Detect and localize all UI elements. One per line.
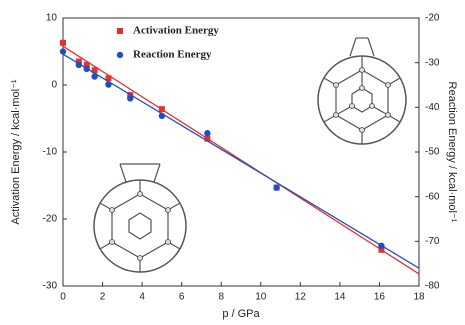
point [105,81,111,87]
x-tick-label: 10 [255,292,267,303]
point [159,113,165,119]
x-tick-label: 12 [295,292,307,303]
x-tick-label: 18 [413,292,425,303]
point [204,130,210,136]
point [127,95,133,101]
fit-line [63,54,419,268]
legend-marker [117,28,123,34]
y2-tick-label: -60 [425,191,440,202]
x-tick-label: 0 [60,292,66,303]
y2-axis-label: Reaction Energy / kcal·mol⁻¹ [446,82,458,223]
point [273,185,279,191]
y2-tick-label: -70 [425,236,440,247]
y2-tick-label: -20 [425,13,440,24]
y2-tick-label: -50 [425,147,440,158]
y2-tick-label: -40 [425,102,440,113]
plot-frame [63,18,419,286]
point [60,40,66,46]
y-tick-label: 10 [46,13,58,24]
point [159,106,165,112]
point [60,48,66,54]
chart: p / GPa Activation Energy / kcal·mol⁻¹ R… [0,0,465,325]
x-tick-label: 14 [334,292,346,303]
fit-line [63,46,419,274]
y2-tick-label: -80 [425,281,440,292]
legend-label: Reaction Energy [133,49,212,61]
x-tick-label: 4 [139,292,145,303]
legend-marker [117,52,123,58]
point [76,62,82,68]
x-tick-label: 2 [100,292,106,303]
y-tick-label: -30 [43,281,58,292]
y-tick-label: 0 [51,80,57,91]
point [91,73,97,79]
x-tick-label: 16 [374,292,386,303]
y-tick-label: -20 [43,214,58,225]
x-tick-label: 8 [218,292,224,303]
x-axis-label: p / GPa [222,308,260,320]
y-axis-label: Activation Energy / kcal·mol⁻¹ [10,79,22,225]
molecule-left [94,164,186,272]
x-tick-label: 6 [179,292,185,303]
legend-label: Activation Energy [133,25,219,37]
point [84,66,90,72]
y2-tick-label: -30 [425,57,440,68]
point [378,243,384,249]
y-tick-label: -10 [43,147,58,158]
molecule-right [318,38,406,144]
